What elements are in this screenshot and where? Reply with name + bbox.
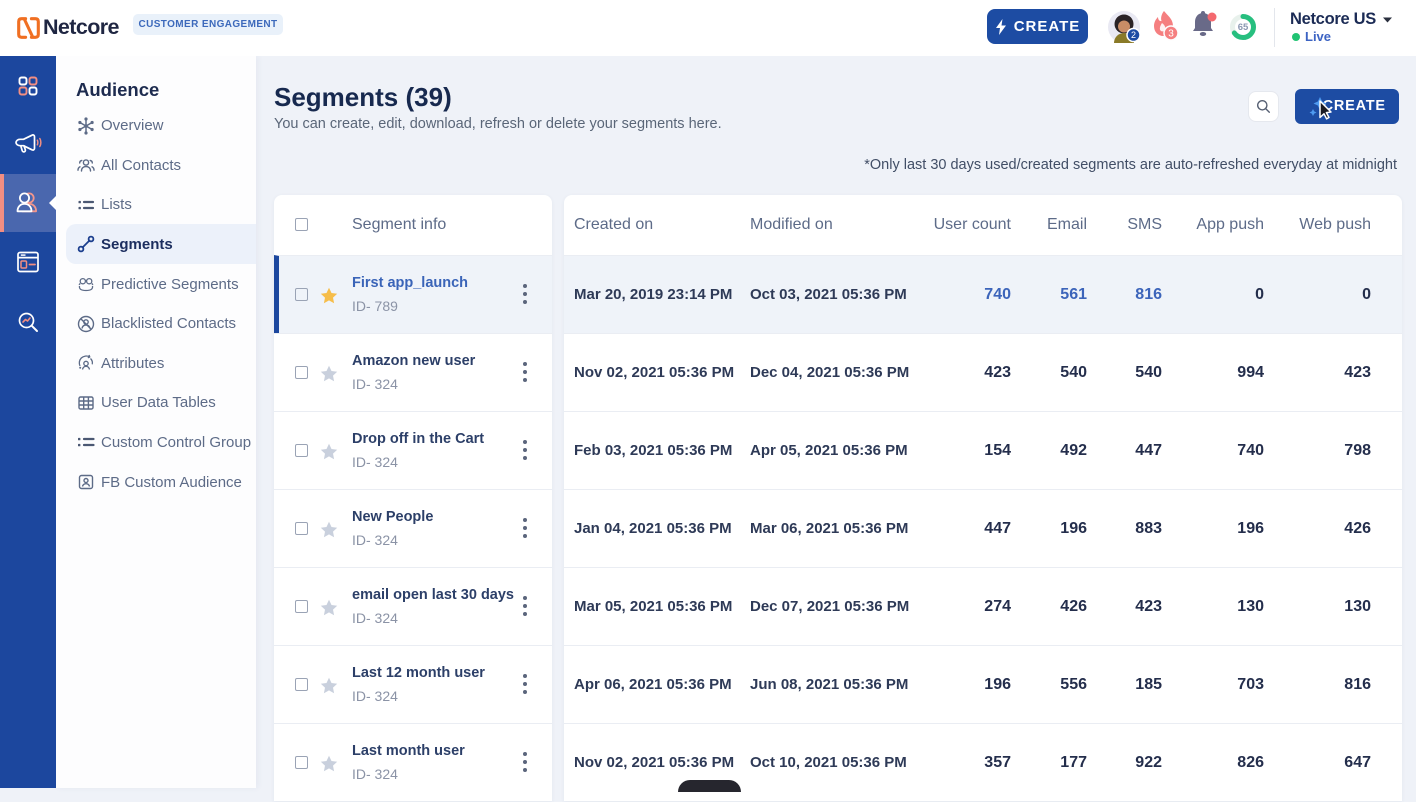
svg-text:65: 65 (1238, 22, 1249, 33)
svg-text:3: 3 (1168, 29, 1174, 40)
svg-text:2: 2 (1131, 30, 1136, 40)
